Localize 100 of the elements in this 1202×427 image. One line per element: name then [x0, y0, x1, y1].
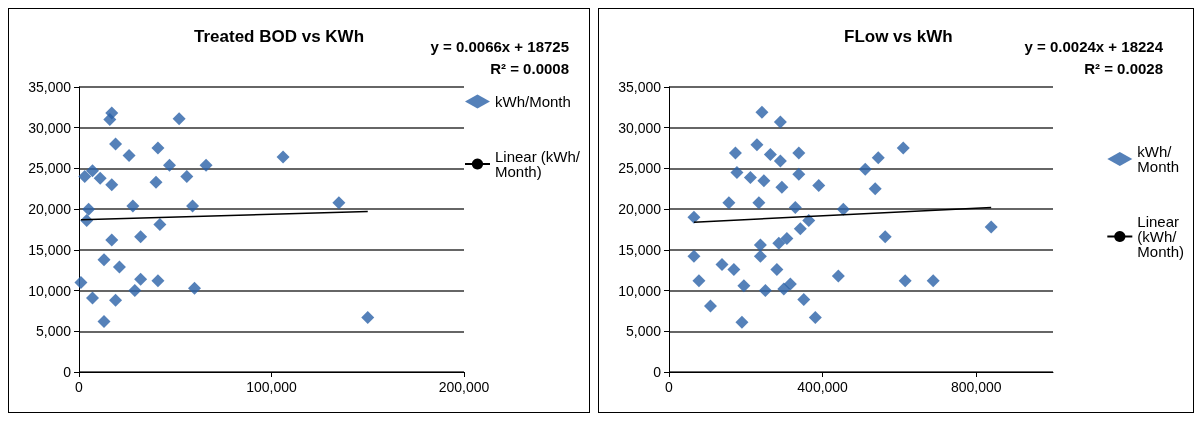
point	[743, 170, 757, 184]
point	[770, 262, 784, 276]
x-tick-label: 0	[75, 379, 84, 395]
point	[792, 167, 806, 181]
point	[735, 315, 749, 329]
point	[128, 284, 142, 298]
point	[753, 238, 767, 252]
point	[808, 310, 822, 324]
point	[180, 170, 194, 184]
text: y = 0.0066x + 18725	[430, 38, 569, 55]
point	[703, 299, 717, 313]
point	[276, 150, 290, 164]
x-tick-label: 400,000	[797, 379, 849, 395]
point	[750, 138, 764, 152]
point	[753, 249, 767, 263]
point	[109, 137, 123, 151]
y-tick-label: 25,000	[28, 160, 72, 177]
point	[109, 293, 123, 307]
point	[151, 274, 165, 288]
y-tick-label: 35,000	[28, 79, 72, 95]
text: R² = 0.0008	[490, 60, 570, 77]
point	[758, 284, 772, 298]
y-tick-label: 20,000	[618, 201, 662, 218]
point	[792, 146, 806, 160]
point	[773, 154, 787, 168]
point	[687, 210, 701, 224]
point	[126, 199, 140, 213]
point	[752, 196, 766, 210]
point	[93, 171, 107, 185]
point	[797, 293, 811, 307]
x-tick-label: 800,000	[950, 379, 1002, 395]
point	[722, 196, 736, 210]
point	[737, 279, 751, 293]
point	[74, 275, 88, 289]
point	[105, 233, 119, 247]
point	[793, 222, 807, 236]
point	[105, 178, 119, 192]
point	[775, 180, 789, 194]
point	[172, 112, 186, 126]
point	[199, 158, 213, 172]
y-tick-label: 0	[653, 364, 662, 380]
y-tick-label: 15,000	[618, 241, 662, 258]
point	[78, 170, 92, 184]
point	[361, 310, 375, 324]
x-tick-label: 200,000	[438, 379, 490, 395]
y-tick-label: 20,000	[28, 201, 72, 218]
y-tick-label: 0	[63, 364, 72, 380]
point	[868, 182, 882, 196]
point	[831, 269, 845, 283]
point	[788, 201, 802, 215]
point	[715, 258, 729, 272]
text: y = 0.0024x + 18224	[1024, 38, 1164, 55]
point	[858, 162, 872, 176]
point	[772, 236, 786, 250]
y-tick-label: 10,000	[618, 282, 662, 299]
point	[898, 274, 912, 288]
point	[112, 260, 126, 274]
point	[730, 166, 744, 179]
legend-label: Linear (kWh/Month)	[494, 148, 581, 180]
point	[153, 218, 167, 232]
y-tick-label: 30,000	[618, 119, 662, 136]
point	[687, 249, 701, 263]
point	[332, 196, 346, 210]
legend-label: Linear (kWh/Month)	[1137, 213, 1184, 260]
point	[85, 164, 99, 178]
y-tick-label: 30,000	[28, 119, 72, 136]
point	[134, 272, 148, 286]
point	[727, 262, 741, 276]
point	[97, 253, 111, 267]
x-tick-label: 100,000	[246, 379, 298, 395]
y-tick-label: 35,000	[618, 79, 662, 95]
point	[812, 179, 826, 193]
point	[780, 231, 794, 245]
point	[757, 174, 771, 188]
y-tick-label: 25,000	[618, 160, 662, 177]
point	[878, 230, 892, 244]
point	[85, 291, 99, 305]
y-tick-label: 5,000	[625, 323, 662, 340]
point	[103, 113, 117, 127]
y-tick-label: 5,000	[35, 323, 72, 340]
legend-label: kWh/Month	[494, 93, 571, 110]
point	[728, 146, 742, 160]
point	[151, 141, 165, 155]
chart-title: Treated BOD vs KWh	[194, 27, 365, 46]
point	[188, 281, 201, 295]
point	[149, 175, 163, 189]
legend-label: kWh/Month	[1137, 143, 1180, 175]
y-tick-label: 10,000	[28, 282, 72, 299]
point	[186, 199, 200, 213]
chart-title: FLow vs kWh	[844, 27, 953, 46]
point	[97, 315, 111, 329]
x-tick-label: 0	[665, 379, 674, 395]
point	[755, 105, 769, 119]
point	[82, 202, 96, 216]
point	[773, 115, 787, 129]
point	[783, 277, 797, 291]
point	[926, 274, 940, 288]
point	[763, 148, 777, 162]
point	[984, 220, 998, 234]
point	[802, 214, 816, 228]
